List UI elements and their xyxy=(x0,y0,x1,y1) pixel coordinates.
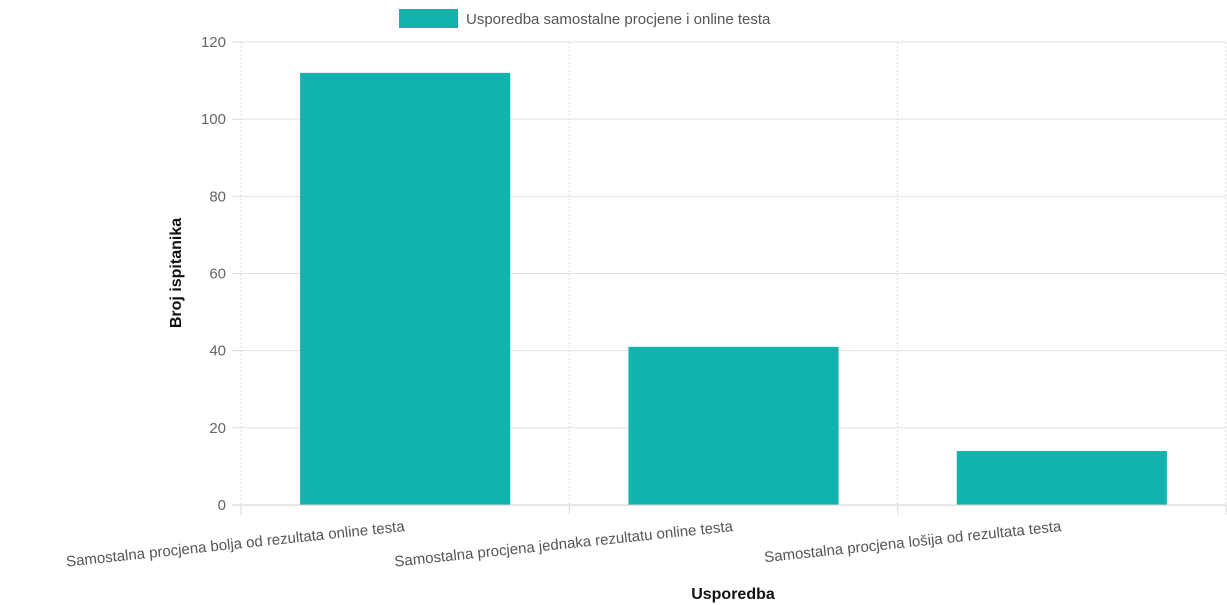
y-tick-label: 20 xyxy=(209,420,226,437)
bar[interactable] xyxy=(300,72,511,505)
y-tick-label: 40 xyxy=(209,343,226,360)
legend-label: Usporedba samostalne procjene i online t… xyxy=(466,11,771,28)
x-category-label: Samostalna procjena lošija od rezultata … xyxy=(763,518,1062,566)
bar[interactable] xyxy=(628,346,839,505)
x-category-labels: Samostalna procjena bolja od rezultata o… xyxy=(65,518,1062,571)
y-tick-label: 120 xyxy=(201,34,226,51)
legend[interactable]: Usporedba samostalne procjene i online t… xyxy=(399,9,771,28)
bars xyxy=(300,72,1167,505)
x-category-label: Samostalna procjena bolja od rezultata o… xyxy=(65,518,406,571)
bar[interactable] xyxy=(956,450,1167,505)
y-tick-label: 60 xyxy=(209,266,226,283)
x-axis-title: Usporedba xyxy=(691,586,775,603)
x-category-label: Samostalna procjena jednaka rezultatu on… xyxy=(394,518,735,571)
y-tick-label: 0 xyxy=(218,497,226,514)
y-tick-labels: 0 20 40 60 80 100 120 xyxy=(201,34,226,514)
legend-swatch xyxy=(399,9,458,28)
y-axis-title: Broj ispitanika xyxy=(168,218,185,328)
y-tick-label: 100 xyxy=(201,111,226,128)
y-tick-label: 80 xyxy=(209,188,226,205)
axes xyxy=(232,41,1227,515)
